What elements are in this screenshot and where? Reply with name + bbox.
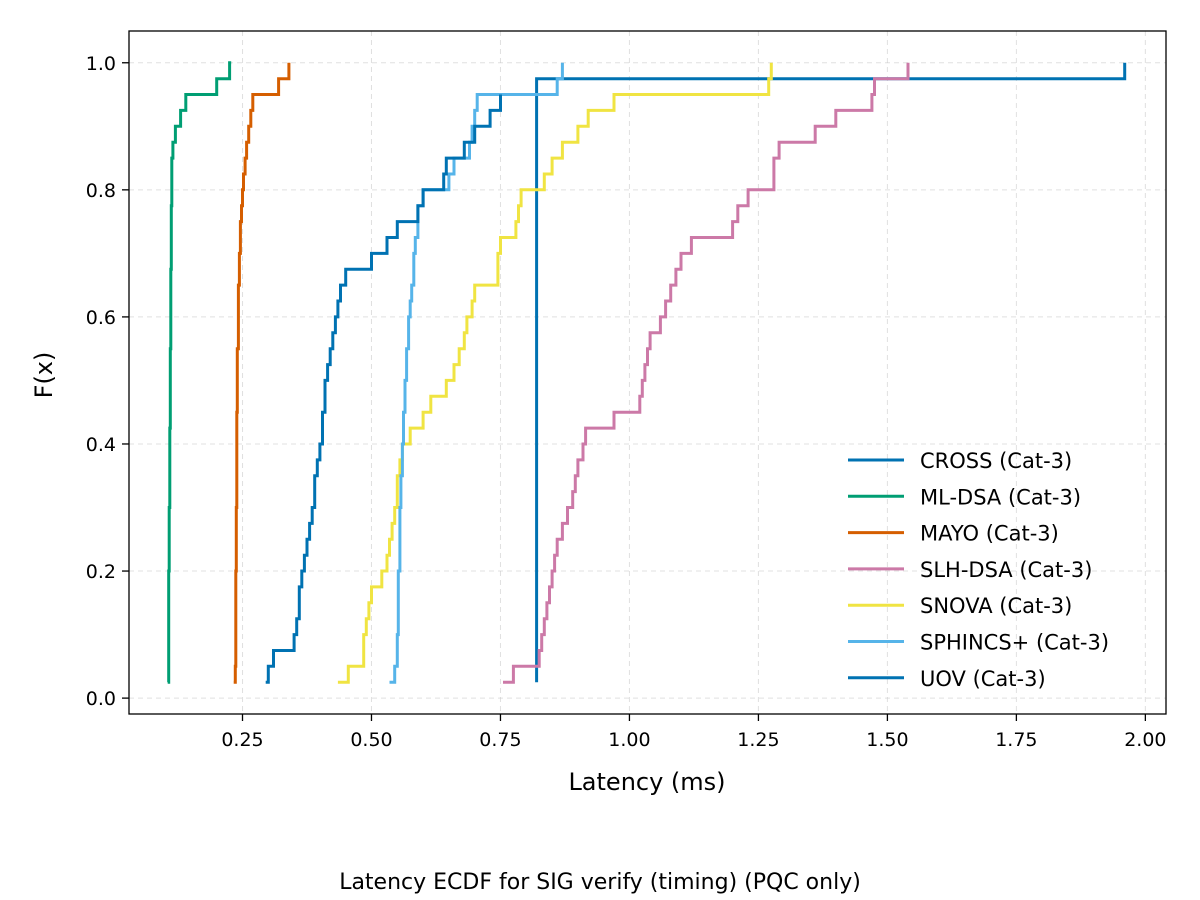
legend: CROSS (Cat-3) ML-DSA (Cat-3) MAYO (Cat-3) S… (848, 449, 1109, 691)
x-tick-label: 1.25 (737, 729, 779, 751)
x-tick-label: 0.75 (479, 729, 521, 751)
series-line-uov-cat-3 (265, 94, 502, 684)
series-line-mayo-cat-3 (233, 62, 291, 684)
x-tick-label: 1.00 (608, 729, 650, 751)
legend-entry-ml-dsa-cat-3: ML-DSA (Cat-3) (848, 485, 1081, 509)
y-tick-label: 1.0 (86, 53, 116, 75)
y-axis-title: F(x) (30, 352, 58, 399)
x-tick-label: 0.25 (221, 729, 263, 751)
legend-label: MAYO (Cat-3) (920, 522, 1059, 546)
x-axis-ticks: 0.25 0.50 0.75 1.00 1.25 1.50 1.75 2.00 (221, 714, 1167, 751)
series-line-ml-dsa-cat-3 (167, 61, 232, 684)
legend-entry-mayo-cat-3: MAYO (Cat-3) (848, 522, 1059, 546)
x-tick-label: 1.50 (866, 729, 908, 751)
series-line-slh-dsa-cat-3 (503, 62, 910, 684)
legend-label: SPHINCS+ (Cat-3) (920, 631, 1109, 655)
plot-series (167, 61, 1127, 684)
x-tick-label: 2.00 (1124, 729, 1166, 751)
legend-entry-sphincs-cat-3: SPHINCS+ (Cat-3) (848, 631, 1109, 655)
y-tick-label: 0.8 (86, 180, 116, 202)
x-tick-label: 0.50 (350, 729, 392, 751)
legend-entry-uov-cat-3: UOV (Cat-3) (848, 667, 1046, 691)
legend-label: SLH-DSA (Cat-3) (920, 558, 1092, 582)
legend-label: ML-DSA (Cat-3) (920, 485, 1081, 509)
y-tick-label: 0.6 (86, 307, 116, 329)
series-line-cross-cat-3 (535, 62, 1127, 683)
y-tick-label: 0.4 (86, 434, 116, 456)
y-tick-label: 0.0 (86, 688, 116, 710)
y-tick-label: 0.2 (86, 561, 116, 583)
plot-frame (128, 30, 1167, 715)
legend-entry-snova-cat-3: SNOVA (Cat-3) (848, 594, 1072, 618)
legend-label: SNOVA (Cat-3) (920, 594, 1072, 618)
y-axis-ticks: 0.0 0.2 0.4 0.6 0.8 1.0 (86, 53, 129, 710)
legend-label: UOV (Cat-3) (920, 667, 1046, 691)
figure-caption: Latency ECDF for SIG verify (timing) (PQ… (339, 870, 861, 895)
x-tick-label: 1.75 (995, 729, 1037, 751)
legend-entry-slh-dsa-cat-3: SLH-DSA (Cat-3) (848, 558, 1092, 582)
legend-label: CROSS (Cat-3) (920, 449, 1072, 473)
x-axis-title: Latency (ms) (568, 768, 725, 796)
legend-entry-cross-cat-3: CROSS (Cat-3) (848, 449, 1072, 473)
series-line-snova-cat-3 (337, 62, 773, 684)
